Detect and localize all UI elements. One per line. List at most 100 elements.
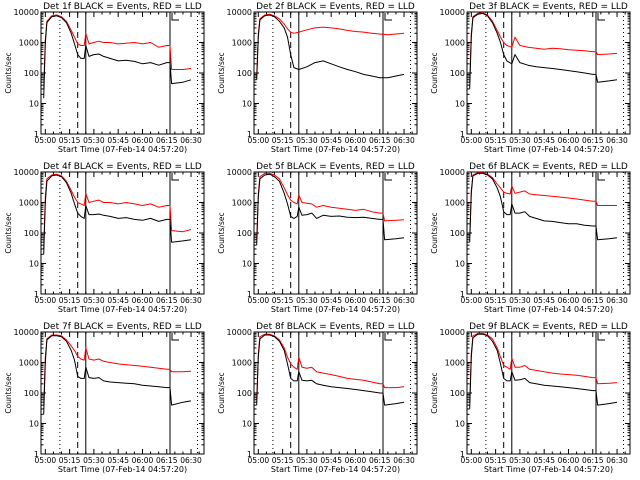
x-tick-label: 05:00: [248, 456, 270, 465]
y-tick-label: 100: [450, 69, 465, 78]
y-tick-label: 1: [34, 450, 39, 459]
y-tick-label: 10: [242, 100, 252, 109]
series-line-events: [469, 12, 618, 89]
chart-panel: Det 7f BLACK = Events, RED = LLD 1 10 100 10…: [4, 322, 205, 474]
chart-panel: Det 6f BLACK = Events, RED = LLD 1 10 100 10…: [430, 162, 631, 314]
x-tick-label: 06:30: [393, 136, 415, 145]
attenuator-glyph: [597, 173, 605, 181]
x-tick-label: 06:15: [369, 136, 391, 145]
series-line-lld: [469, 172, 617, 237]
y-tick-label: 1000: [232, 39, 252, 48]
y-axis-label: Counts/sec: [4, 372, 13, 413]
x-tick-label: 05:45: [320, 136, 342, 145]
y-tick-label: 10: [455, 420, 465, 429]
chart-panel: Det 8f BLACK = Events, RED = LLD 1 10 100 10…: [217, 322, 418, 474]
x-tick-label: 06:30: [393, 296, 415, 305]
x-tick-label: 05:00: [248, 296, 270, 305]
y-tick-label: 10000: [440, 328, 465, 337]
chart-title: Det 9f BLACK = Events, RED = LLD: [469, 322, 628, 332]
y-axis-label: Counts/sec: [4, 52, 13, 93]
y-tick-label: 1000: [445, 39, 465, 48]
y-axis-label: Counts/sec: [217, 212, 226, 253]
x-tick-label: 05:00: [35, 456, 57, 465]
y-axis-label: Counts/sec: [430, 52, 439, 93]
y-axis-label: Counts/sec: [430, 212, 439, 253]
y-tick-label: 1: [460, 290, 465, 299]
y-tick-label: 100: [450, 389, 465, 398]
x-tick-label: 05:45: [320, 456, 342, 465]
y-tick-label: 10000: [227, 8, 252, 17]
x-tick-label: 05:00: [461, 136, 483, 145]
x-tick-label: 06:30: [180, 296, 202, 305]
y-tick-label: 1: [34, 290, 39, 299]
x-tick-label: 06:15: [582, 456, 604, 465]
series-line-events: [256, 173, 405, 246]
series-line-events: [43, 174, 192, 255]
plot-frame: [40, 11, 205, 135]
x-tick-label: 05:15: [59, 456, 81, 465]
y-tick-label: 100: [24, 69, 39, 78]
chart-panel: Det 3f BLACK = Events, RED = LLD 1 10 100 10…: [430, 2, 631, 154]
series-line-lld: [469, 332, 618, 403]
x-tick-label: 06:15: [369, 456, 391, 465]
plot-frame: [253, 331, 418, 455]
y-tick-label: 10: [29, 420, 39, 429]
chart-title: Det 6f BLACK = Events, RED = LLD: [469, 162, 628, 172]
series-line-lld: [43, 173, 192, 249]
attenuator-glyph: [171, 333, 179, 341]
series-line-events: [256, 334, 405, 406]
x-tick-label: 06:15: [582, 296, 604, 305]
chart-title: Det 1f BLACK = Events, RED = LLD: [43, 2, 202, 12]
x-tick-label: 05:15: [485, 456, 507, 465]
series-line-lld: [469, 12, 618, 83]
y-tick-label: 1000: [445, 359, 465, 368]
x-axis-label: Start Time (07-Feb-14 04:57:20): [484, 465, 613, 474]
x-tick-label: 05:45: [320, 296, 342, 305]
plot-frame: [253, 11, 418, 135]
series-line-lld: [256, 13, 405, 77]
y-tick-label: 100: [24, 389, 39, 398]
x-tick-label: 05:15: [272, 456, 294, 465]
attenuator-glyph: [171, 173, 179, 181]
x-axis-label: Start Time (07-Feb-14 04:57:20): [271, 145, 400, 154]
x-tick-label: 05:45: [107, 136, 129, 145]
attenuator-glyph: [384, 333, 392, 341]
x-tick-label: 05:00: [35, 296, 57, 305]
x-tick-label: 05:45: [107, 296, 129, 305]
y-tick-label: 1: [247, 130, 252, 139]
x-tick-label: 05:30: [509, 456, 531, 465]
y-tick-label: 10000: [227, 328, 252, 337]
x-tick-label: 05:30: [509, 136, 531, 145]
x-tick-label: 06:00: [558, 456, 580, 465]
x-tick-label: 06:15: [156, 136, 178, 145]
series-line-events: [469, 172, 618, 243]
y-tick-label: 1000: [19, 39, 39, 48]
chart-title: Det 5f BLACK = Events, RED = LLD: [256, 162, 415, 172]
x-tick-label: 06:30: [393, 456, 415, 465]
x-tick-label: 06:00: [558, 296, 580, 305]
x-tick-label: 05:15: [485, 296, 507, 305]
chart-panel: Det 5f BLACK = Events, RED = LLD 1 10 100 10…: [217, 162, 418, 314]
y-tick-label: 10000: [227, 168, 252, 177]
x-tick-label: 06:30: [180, 136, 202, 145]
x-tick-label: 05:45: [533, 456, 555, 465]
x-tick-label: 05:30: [83, 296, 105, 305]
y-axis-label: Counts/sec: [430, 372, 439, 413]
y-tick-label: 100: [237, 69, 252, 78]
x-tick-label: 05:30: [296, 456, 318, 465]
attenuator-glyph: [171, 13, 179, 21]
plot-frame: [466, 171, 631, 295]
x-tick-label: 05:30: [83, 136, 105, 145]
attenuator-glyph: [597, 333, 605, 341]
x-tick-label: 06:30: [606, 456, 628, 465]
y-tick-label: 10: [455, 260, 465, 269]
y-tick-label: 1: [247, 290, 252, 299]
attenuator-glyph: [384, 173, 392, 181]
attenuator-glyph: [384, 13, 392, 21]
y-axis-label: Counts/sec: [217, 52, 226, 93]
x-axis-label: Start Time (07-Feb-14 04:57:20): [484, 305, 613, 314]
plot-frame: [40, 171, 205, 295]
y-tick-label: 1: [460, 130, 465, 139]
x-tick-label: 06:15: [582, 136, 604, 145]
